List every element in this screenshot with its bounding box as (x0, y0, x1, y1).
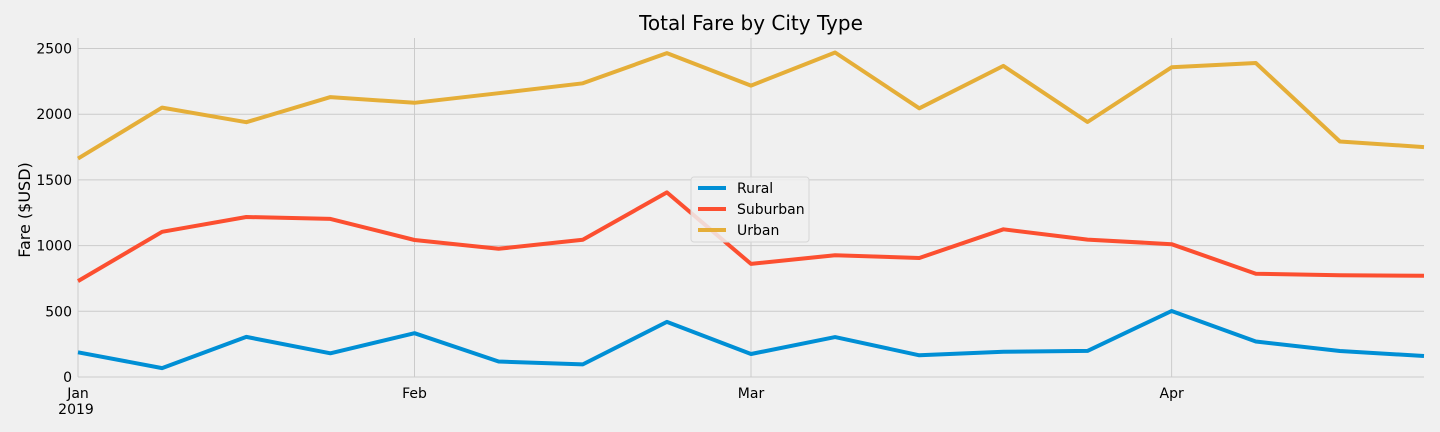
legend-label-rural: Rural (737, 181, 773, 197)
legend-label-urban: Urban (737, 223, 779, 239)
y-tick-label: 0 (63, 370, 72, 386)
x-tick-label: Mar (738, 386, 765, 402)
y-tick-label: 2000 (36, 107, 72, 123)
series-line-rural (77, 309, 1425, 371)
x-tick-label: Jan (66, 386, 89, 402)
x-tick-label: Apr (1160, 386, 1184, 402)
grid (77, 38, 1424, 378)
legend-label-suburban: Suburban (737, 202, 805, 218)
series-lines (76, 50, 1425, 371)
y-tick-label: 500 (45, 304, 72, 320)
y-tick-label: 2500 (36, 42, 72, 58)
series-line-urban (76, 50, 1425, 161)
y-tick-label: 1500 (36, 173, 72, 189)
y-axis-label: Fare ($USD) (15, 162, 34, 258)
x-tick-sublabel: 2019 (58, 402, 94, 418)
series-line-suburban (76, 190, 1425, 283)
legend-box (690, 176, 810, 243)
x-tick-label: Feb (402, 386, 427, 402)
legend: Rural Suburban Urban (690, 176, 810, 243)
chart-title: Total Fare by City Type (638, 11, 863, 35)
y-tick-label: 1000 (36, 239, 72, 255)
